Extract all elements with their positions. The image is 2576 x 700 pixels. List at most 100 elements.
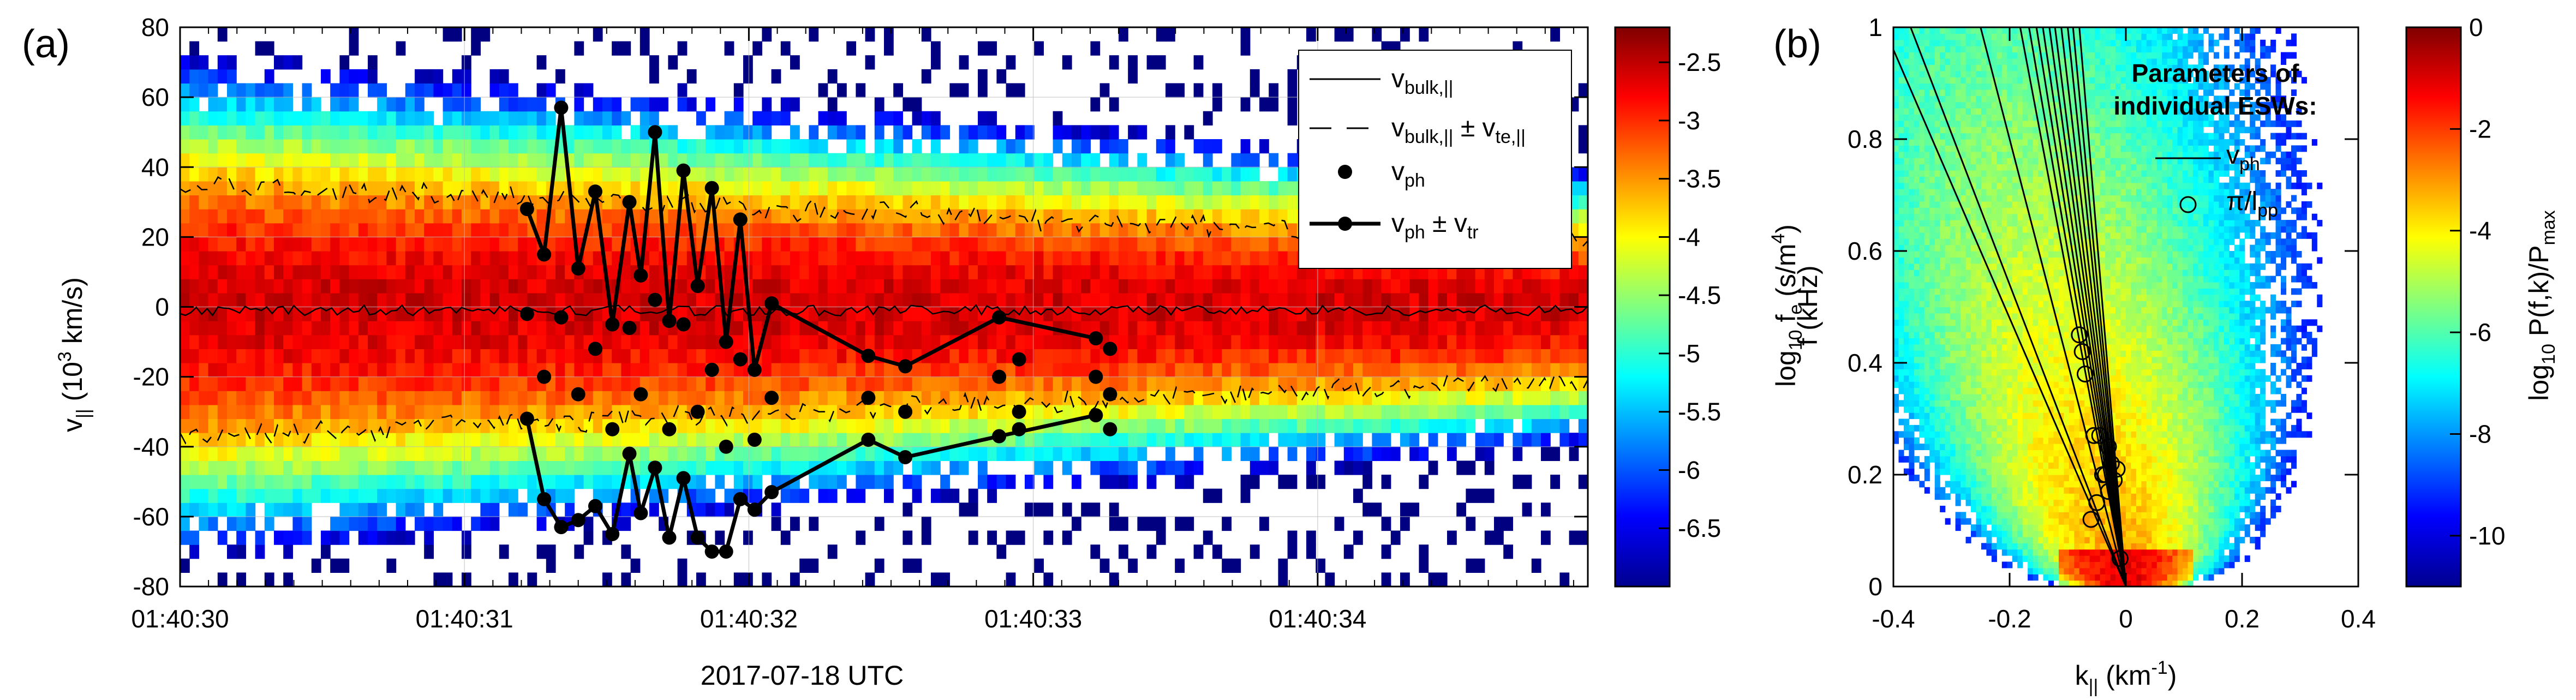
vtr-upper-point — [733, 212, 748, 227]
y-tick-label: 60 — [141, 83, 169, 111]
vph-point — [662, 422, 677, 436]
legend-thermal-label: vbulk,|| ± vte,|| — [1391, 113, 1526, 147]
vph-point — [992, 369, 1007, 384]
panel-b-annotation-line2: individual ESWs: — [2113, 92, 2317, 120]
vtr-lower-point — [992, 429, 1007, 444]
vph-point — [1012, 404, 1026, 419]
colorbar-tick-label: -6 — [2469, 318, 2491, 346]
vtr-upper-point — [662, 314, 677, 328]
panel-a-x-axis-label: 2017-07-18 UTC — [701, 660, 904, 691]
x-tick-label: 0.2 — [2225, 605, 2260, 633]
thermal-lower-line — [180, 372, 1588, 446]
panel-a-esw-markers — [519, 100, 1117, 559]
colorbar-tick-label: -3.5 — [1678, 165, 1721, 193]
legend-vph-label: vph — [1391, 157, 1425, 191]
colorbar-tick-label: -5.5 — [1678, 398, 1721, 426]
colorbar-tick-label: -6 — [1678, 456, 1700, 484]
vtr-lower-point — [861, 432, 876, 447]
vtr-lower-point — [747, 502, 762, 517]
x-tick-label: 01:40:34 — [1269, 605, 1366, 633]
vph-point — [1089, 369, 1103, 384]
vph-point — [764, 391, 779, 405]
vtr-upper-point — [622, 195, 637, 210]
vtr-upper-point — [719, 334, 733, 349]
y-tick-label: -60 — [133, 502, 169, 531]
vtr-lower-point — [1089, 408, 1103, 423]
colorbar-tick-label: -10 — [2469, 522, 2505, 550]
colorbar-tick-label: 0 — [2469, 13, 2483, 41]
colorbar-tick-label: -4 — [2469, 217, 2491, 245]
y-tick-label: 0.6 — [1848, 237, 1882, 265]
vph-point — [1103, 342, 1117, 356]
vtr-lower-point — [704, 544, 719, 559]
x-tick-label: -0.4 — [1872, 605, 1915, 633]
vtr-lower-point — [605, 527, 620, 541]
panel-a-legend: vbulk,|| vbulk,|| ± vte,|| vph vph ± vtr — [1298, 50, 1572, 269]
colorbar-tick-label: -8 — [2469, 420, 2491, 448]
vtr-lower-point — [733, 492, 748, 506]
colorbar-tick-label: -2 — [2469, 115, 2491, 143]
lpp-point — [2100, 438, 2117, 456]
vtr-upper-point — [690, 279, 705, 294]
lpp-point — [2100, 483, 2117, 500]
x-tick-label: -0.2 — [1988, 605, 2031, 633]
panel-a-legend-box — [1298, 50, 1572, 269]
vph-dispersion-line — [2048, 27, 2127, 587]
panel-b-ticks: 0 0.2 0.4 0.6 0.8 1 -0.4 -0.2 0 0.2 0.4 — [1848, 13, 2376, 633]
vtr-lower-point — [554, 520, 569, 535]
y-tick-label: 40 — [141, 153, 169, 181]
vtr-lower-point — [519, 411, 534, 426]
vtr-upper-point — [764, 296, 779, 311]
colorbar-tick-label: -2.5 — [1678, 48, 1721, 76]
x-tick-label: 01:40:30 — [131, 605, 229, 633]
lpp-point — [2082, 511, 2100, 528]
vph-point — [1103, 387, 1117, 402]
vtr-lower-point — [571, 513, 585, 528]
lpp-point — [2085, 427, 2102, 444]
legend-vtr-dot-sample — [1338, 217, 1352, 231]
y-tick-label: -80 — [133, 572, 169, 601]
y-tick-label: 0.2 — [1848, 460, 1882, 489]
vph-dispersion-line — [2054, 27, 2127, 587]
panel-b-y-axis-label: f (kHz) — [1792, 265, 1823, 345]
lpp-point — [2108, 460, 2126, 478]
vtr-lower-point — [898, 450, 913, 464]
vph-dispersion-line — [2019, 27, 2127, 587]
vph-dispersion-line — [2035, 27, 2127, 587]
bulk-velocity-line — [180, 304, 1588, 317]
lpp-point — [2106, 471, 2123, 489]
y-tick-label: -40 — [133, 433, 169, 461]
vtr-upper-point — [519, 202, 534, 217]
panel-a-y-axis-label: v|| (103 km/s) — [55, 277, 94, 432]
vph-point — [1012, 422, 1026, 436]
vph-point — [648, 292, 662, 307]
panel-a-letter: (a) — [22, 22, 70, 66]
lpp-point — [2102, 455, 2120, 472]
colorbar-tick-label: -6.5 — [1678, 514, 1721, 542]
vph-point — [719, 439, 733, 454]
vph-point — [605, 422, 620, 436]
vtr-lower-point — [690, 530, 705, 545]
panel-b-legend-vph-label: vph — [2226, 141, 2260, 175]
panel-b-legend-lpp-label: π/lpp — [2226, 187, 2278, 221]
panel-a-chart: -80 -60 -40 -20 0 20 40 60 80 01:40:30 01:40:31 01:… — [55, 13, 1806, 691]
vph-dispersion-line — [2028, 27, 2127, 587]
vph-dispersion-line — [2072, 27, 2127, 587]
lpp-point — [2091, 427, 2108, 444]
panel-b-annotation-line1: Parameters of — [2132, 59, 2299, 87]
colorbar-tick-label: -4 — [1678, 223, 1700, 251]
vph-point — [554, 310, 569, 325]
legend-vtr-label: vph ± vtr — [1391, 209, 1479, 243]
colorbar-tick-label: -5 — [1678, 339, 1700, 368]
lpp-point — [2071, 326, 2088, 344]
vtr-upper-point — [861, 349, 876, 363]
panel-b-lpp-circles — [2071, 326, 2129, 567]
vph-point — [704, 362, 719, 377]
panel-a-colorbar — [1614, 26, 1671, 588]
vtr-lower-point — [676, 471, 691, 486]
vph-point — [519, 307, 534, 321]
y-tick-label: 20 — [141, 223, 169, 251]
lpp-point — [2073, 343, 2091, 360]
vtr-lower-point — [662, 530, 677, 545]
